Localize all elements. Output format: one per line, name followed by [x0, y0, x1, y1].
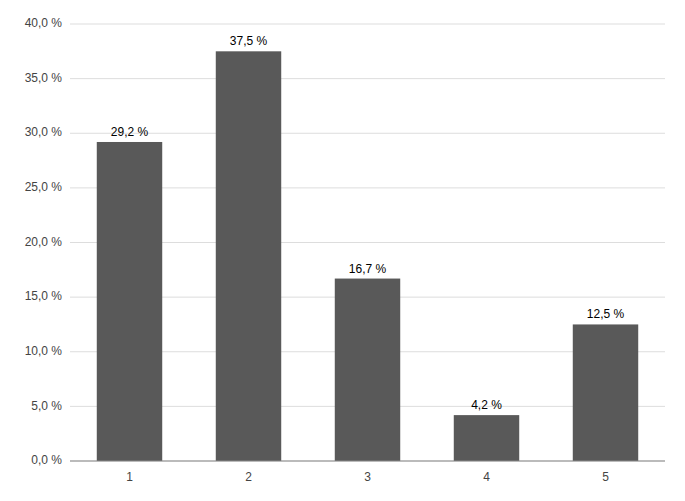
- y-tick-label: 10,0 %: [25, 344, 63, 358]
- data-label: 29,2 %: [111, 125, 149, 139]
- x-tick-label: 3: [364, 470, 371, 484]
- chart-svg: 0,0 % 5,0 % 10,0 % 15,0 % 20,0 % 25,0 % 30,0 %…: [0, 0, 685, 501]
- x-axis-line: [70, 461, 665, 462]
- y-axis: 0,0 % 5,0 % 10,0 % 15,0 % 20,0 % 25,0 % 30,0 %…: [25, 16, 63, 467]
- grid: [70, 24, 665, 461]
- y-tick-label: 25,0 %: [25, 180, 63, 194]
- x-tick-label: 2: [245, 470, 252, 484]
- x-tick-label: 4: [483, 470, 490, 484]
- grid-line: [70, 133, 665, 134]
- x-tick-label: 5: [602, 470, 609, 484]
- bar: [573, 324, 638, 461]
- y-tick-label: 20,0 %: [25, 235, 63, 249]
- grid-line: [70, 24, 665, 25]
- bars: [97, 51, 638, 461]
- data-label: 4,2 %: [471, 398, 502, 412]
- chart-container: 0,0 % 5,0 % 10,0 % 15,0 % 20,0 % 25,0 % 30,0 %…: [0, 0, 685, 501]
- x-axis: 1 2 3 4 5: [126, 470, 609, 484]
- page: {"chart_data": {"type": "bar", "categori…: [0, 0, 685, 501]
- y-tick-label: 35,0 %: [25, 71, 63, 85]
- x-tick-label: 1: [126, 470, 133, 484]
- y-tick-label: 30,0 %: [25, 125, 63, 139]
- data-label: 12,5 %: [587, 307, 625, 321]
- y-tick-label: 15,0 %: [25, 289, 63, 303]
- y-tick-label: 5,0 %: [31, 399, 62, 413]
- bar: [335, 279, 400, 461]
- bar: [216, 51, 281, 461]
- grid-line: [70, 461, 665, 462]
- data-label: 16,7 %: [349, 262, 387, 276]
- bar: [454, 415, 519, 461]
- data-label: 37,5 %: [230, 34, 268, 48]
- y-tick-label: 40,0 %: [25, 16, 63, 30]
- bar: [97, 142, 162, 461]
- grid-line: [70, 78, 665, 79]
- y-tick-label: 0,0 %: [31, 453, 62, 467]
- data-labels: 29,2 % 37,5 % 16,7 % 4,2 % 12,5 %: [111, 34, 625, 412]
